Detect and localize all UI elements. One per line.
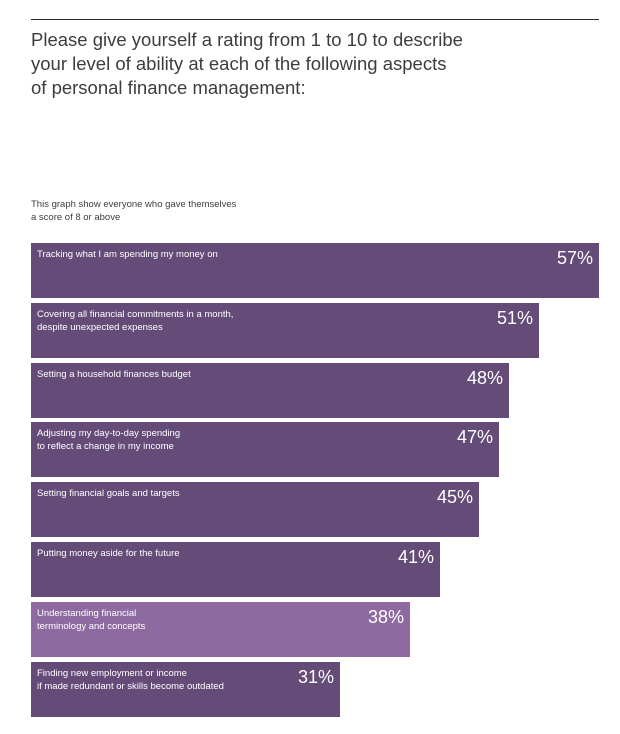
bar-value-label: 45% [436,487,473,508]
bar-label: Adjusting my day-to-day spending to refl… [37,428,181,453]
top-rule [31,19,599,20]
bar-value-label: 48% [466,367,503,388]
bar-value-label: 57% [556,248,593,268]
bar: Covering all financial commitments in a … [31,302,539,358]
bar-value-label: 47% [456,427,493,448]
bar-label: Putting money aside for the future [37,548,180,559]
bar: Adjusting my day-to-day spending to refl… [31,422,499,478]
bar: Tracking what I am spending my money on 5… [31,243,599,298]
bar-label: Setting a household finances budget [37,368,191,380]
bar-label: Tracking what I am spending my money on [37,249,218,260]
bar-label: Understanding financial terminology and … [37,607,146,632]
bar-value-label: 38% [367,606,404,627]
bar: Setting financial goals and targets 45% [31,482,479,538]
bar: Putting money aside for the future 41% [31,542,440,597]
bar-label: Finding new employment or income if made… [37,667,224,692]
bar-value-label: 31% [297,666,334,687]
bar-label: Covering all financial commitments in a … [37,308,234,333]
chart-note: This graph show everyone who gave themse… [31,199,237,223]
bar-value-label: 51% [496,307,533,328]
bar: Finding new employment or income if made… [31,661,340,717]
bar-label: Setting financial goals and targets [37,488,180,500]
bar: Understanding financial terminology and … [31,601,410,657]
bar: Setting a household finances budget 48% [31,362,509,418]
bar-value-label: 41% [397,547,434,567]
chart-title: Please give yourself a rating from 1 to … [31,29,463,98]
